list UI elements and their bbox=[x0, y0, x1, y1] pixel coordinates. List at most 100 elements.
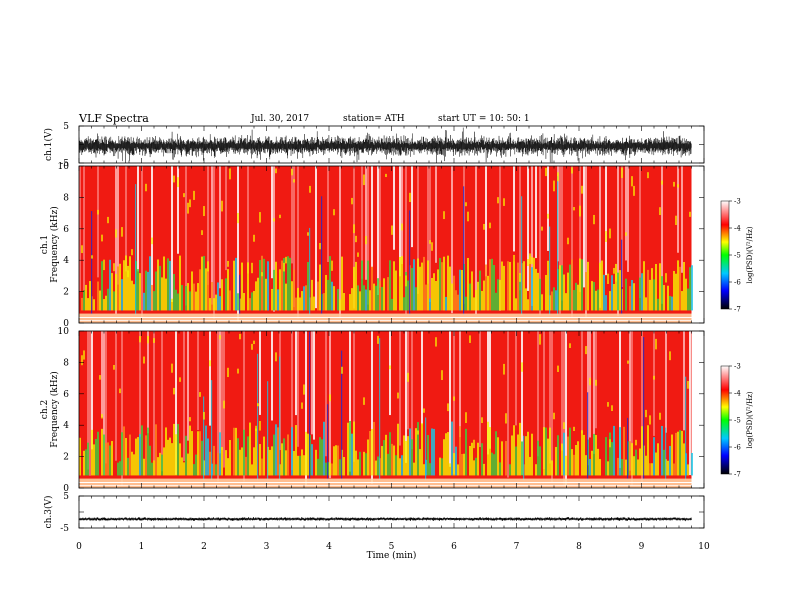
spectrogram-speckle bbox=[503, 363, 505, 375]
spectrogram-band bbox=[421, 262, 423, 311]
spectrogram-band bbox=[387, 277, 389, 311]
spectrogram-speckle bbox=[229, 168, 231, 180]
spectrogram-band bbox=[191, 271, 193, 311]
spectrogram-stripe bbox=[137, 166, 139, 272]
spectrogram-band bbox=[641, 273, 643, 311]
spectrogram-band bbox=[81, 297, 83, 311]
spectrogram-speckle bbox=[431, 242, 433, 251]
spectrogram-band bbox=[515, 446, 517, 476]
spectrogram-band bbox=[679, 266, 681, 311]
spectrogram-band bbox=[447, 255, 449, 311]
spectrogram-band bbox=[229, 440, 231, 476]
spectrogram-band bbox=[507, 261, 509, 311]
spectrogram-band bbox=[459, 269, 461, 311]
spectrogram-stripe bbox=[365, 166, 367, 280]
spectrogram-band bbox=[395, 270, 397, 311]
spectrogram-band bbox=[135, 438, 137, 476]
spectrogram-band bbox=[267, 261, 269, 311]
spectrogram-band bbox=[449, 266, 451, 311]
spectrogram-speckle bbox=[465, 202, 467, 207]
spectrogram-band bbox=[451, 421, 453, 476]
spectrogram-band bbox=[271, 446, 273, 476]
spectrogram-stripe bbox=[325, 331, 327, 457]
spectrogram-speckle bbox=[251, 343, 253, 350]
spectrogram-band bbox=[189, 291, 191, 311]
spectrogram-band bbox=[215, 294, 217, 311]
spectrogram-band bbox=[677, 260, 679, 311]
spectrogram-speckle bbox=[189, 417, 191, 422]
spectrogram-stripe bbox=[379, 166, 381, 288]
spectrogram-band bbox=[249, 298, 251, 311]
spectrogram-band bbox=[397, 423, 399, 476]
spectrogram-speckle bbox=[647, 172, 649, 179]
spectrogram-stripe bbox=[393, 166, 395, 250]
spectrogram-speckle bbox=[341, 366, 343, 374]
spectrogram-band bbox=[129, 434, 131, 476]
colorbar-tick-label: -5 bbox=[734, 252, 741, 260]
colorbar bbox=[720, 365, 730, 475]
colorbar-tick-label: -4 bbox=[734, 390, 741, 398]
waveform-trace-3 bbox=[78, 516, 692, 522]
spectrogram-band bbox=[317, 281, 319, 311]
spectrogram-band bbox=[487, 421, 489, 476]
spectrogram-stripe bbox=[449, 331, 451, 467]
spectrogram-band bbox=[645, 455, 647, 476]
spectrogram-band bbox=[211, 282, 213, 311]
x-tick-label: 3 bbox=[264, 542, 270, 552]
spectrogram-stripe bbox=[565, 331, 567, 487]
spectrogram-stripe bbox=[581, 331, 583, 434]
spectrogram-band bbox=[339, 459, 341, 476]
spectrogram-stripe bbox=[489, 331, 491, 449]
spectrogram-band bbox=[455, 446, 457, 476]
colorbar-tick-label: -3 bbox=[734, 363, 741, 371]
spectrogram-sferic bbox=[643, 337, 645, 481]
spectrogram-band bbox=[299, 297, 301, 311]
spectrogram-band bbox=[469, 445, 471, 476]
spectrogram-band bbox=[217, 282, 219, 311]
spectrogram-band bbox=[87, 442, 89, 476]
spectrogram-band bbox=[311, 279, 313, 311]
spectrogram-band bbox=[123, 426, 125, 476]
spectrogram-band bbox=[649, 279, 651, 311]
spectrogram-band bbox=[655, 263, 657, 311]
spectrogram-speckle bbox=[389, 365, 391, 370]
spectrogram-band bbox=[201, 256, 203, 311]
spectrogram-band bbox=[483, 280, 485, 311]
spectrogram-band bbox=[433, 273, 435, 311]
spectrogram-stripe bbox=[521, 331, 523, 476]
spectrogram-stripe bbox=[117, 166, 119, 285]
spectrogram-band bbox=[653, 437, 655, 476]
spectrogram-sferic bbox=[321, 196, 323, 316]
y-tick-label: 8 bbox=[63, 358, 69, 368]
spectrogram-speckle bbox=[291, 168, 293, 176]
spectrogram-stripe bbox=[485, 166, 487, 277]
spectrogram-band bbox=[667, 460, 669, 476]
spectrogram-band bbox=[83, 290, 85, 311]
spectrogram-band bbox=[539, 278, 541, 311]
spectrogram-speckle bbox=[285, 256, 287, 264]
spectrogram-stripe bbox=[271, 331, 273, 421]
spectrogram-band bbox=[547, 438, 549, 476]
y-tick-label: 10 bbox=[58, 327, 70, 337]
spectrogram-band bbox=[375, 285, 377, 311]
channel-label: ch.1 bbox=[40, 235, 50, 254]
spectrogram-band bbox=[251, 292, 253, 311]
spectrogram-band bbox=[655, 452, 657, 476]
spectrogram-speckle bbox=[407, 372, 409, 382]
spectrogram-band bbox=[303, 455, 305, 476]
spectrogram-band bbox=[379, 280, 381, 311]
colorbar bbox=[720, 200, 730, 310]
spectrogram-band bbox=[365, 289, 367, 311]
spectrogram-band bbox=[481, 290, 483, 311]
spectrogram-stripe bbox=[339, 166, 341, 319]
spectrogram-stripe bbox=[353, 166, 355, 309]
spectrogram-band bbox=[681, 430, 683, 476]
y-tick-label: -5 bbox=[60, 159, 69, 169]
spectrogram-stripe bbox=[507, 331, 509, 478]
colorbar-tick-label: -7 bbox=[734, 306, 741, 314]
spectrogram-band bbox=[633, 283, 635, 311]
spectrogram-band bbox=[277, 289, 279, 311]
spectrogram-band bbox=[641, 426, 643, 476]
spectrogram-speckle bbox=[579, 205, 581, 217]
spectrogram-stripe bbox=[103, 331, 105, 476]
